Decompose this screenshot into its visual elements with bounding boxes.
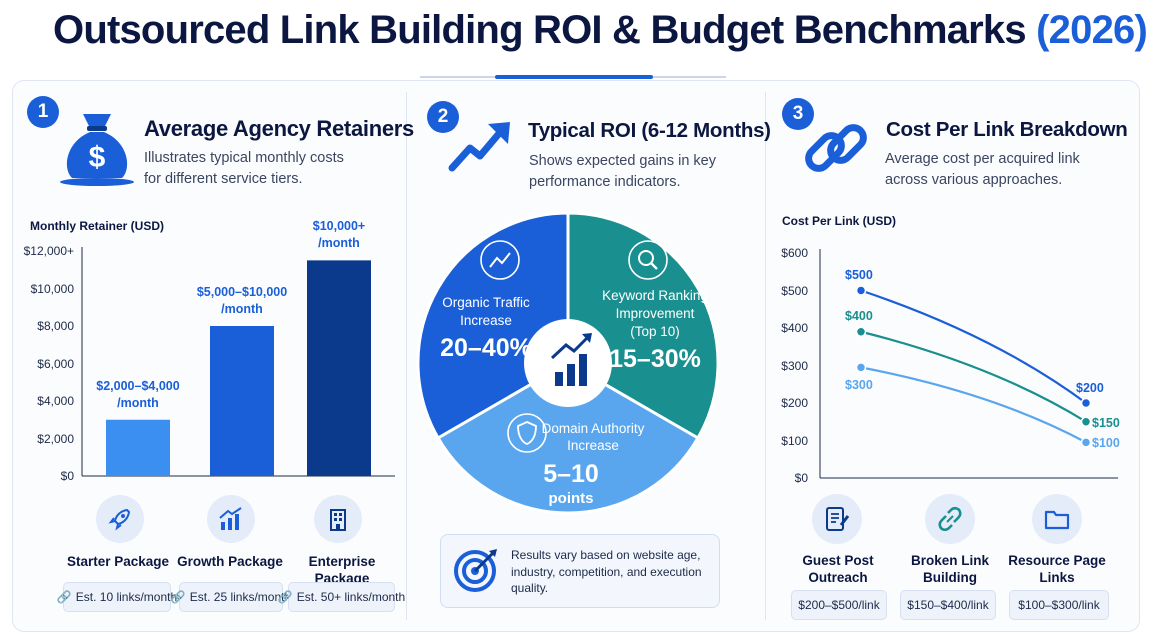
page-title: Outsourced Link Building ROI & Budget Be… bbox=[0, 8, 1152, 53]
link-icon: 🔗 bbox=[56, 590, 72, 604]
panel-divider bbox=[765, 92, 766, 620]
package-links-pill: 🔗 Est. 10 links/month bbox=[57, 582, 177, 612]
approach-name: Resource Page Links bbox=[1008, 553, 1106, 585]
panel-divider bbox=[406, 92, 407, 620]
bar-value-label: $10,000+/month bbox=[312, 219, 366, 251]
point-value-label: $200 bbox=[1076, 381, 1104, 395]
bar bbox=[210, 326, 274, 476]
roi-pie-chart bbox=[416, 211, 720, 515]
point-value-label: $400 bbox=[845, 308, 873, 323]
svg-text:$: $ bbox=[89, 141, 106, 174]
money-bag-icon: $ bbox=[60, 114, 134, 186]
segment-value-unit: points bbox=[548, 490, 594, 507]
panel-title: Average Agency Retainers bbox=[144, 116, 414, 141]
trend-arrow-icon bbox=[448, 122, 510, 172]
segment-label: Domain Authority Increase bbox=[541, 421, 645, 453]
point-value-label: $300 bbox=[845, 378, 873, 393]
y-tick-label: $4,000 bbox=[37, 394, 74, 408]
chain-link-icon bbox=[805, 124, 867, 172]
y-tick-label: $100 bbox=[781, 433, 808, 448]
y-tick-label: $400 bbox=[781, 321, 808, 335]
approach-name: Guest Post Outreach bbox=[802, 553, 874, 585]
series-line bbox=[860, 289, 1087, 404]
cost-per-link-line-chart bbox=[819, 249, 1118, 479]
title-main: Outsourced Link Building ROI & Budget Be… bbox=[53, 8, 1027, 52]
series-line bbox=[860, 330, 1087, 423]
bar-value-label: $5,000–$10,000/month bbox=[196, 285, 288, 316]
point-value-label: $500 bbox=[845, 267, 873, 282]
package-links-pill: 🔗 Est. 25 links/month bbox=[171, 582, 291, 612]
target-icon bbox=[454, 549, 497, 592]
bar bbox=[106, 419, 170, 476]
results-note: Results vary based on website age, indus… bbox=[440, 534, 720, 608]
broken-link-icon bbox=[925, 494, 975, 544]
panel-number: 3 bbox=[782, 98, 814, 130]
y-tick-label: $200 bbox=[781, 396, 808, 410]
y-tick-label: $2,000 bbox=[37, 431, 74, 446]
y-axis-title: Cost Per Link (USD) bbox=[782, 214, 897, 228]
series-line bbox=[860, 366, 1087, 444]
y-tick-label: $0 bbox=[794, 471, 808, 485]
bar bbox=[307, 260, 371, 476]
panel-description: Shows expected gains in key performance … bbox=[529, 153, 716, 190]
folder-icon bbox=[1032, 494, 1082, 544]
building-icon bbox=[314, 495, 362, 543]
y-axis-title: Monthly Retainer (USD) bbox=[30, 219, 165, 233]
panel-description: Average cost per acquired link across va… bbox=[885, 151, 1080, 188]
point-value-label: $100 bbox=[1092, 436, 1120, 451]
package-name: Starter Package bbox=[66, 554, 170, 569]
approach-price-pill: $100–$300/link bbox=[1009, 590, 1109, 620]
panel-title: Cost Per Link Breakdown bbox=[886, 118, 1128, 141]
panel-number: 1 bbox=[27, 96, 59, 128]
title-underline-accent bbox=[495, 75, 653, 79]
data-point bbox=[1080, 416, 1092, 427]
panel-number: 2 bbox=[427, 101, 459, 133]
package-links-pill: 🔗 Est. 50+ links/month bbox=[278, 582, 405, 612]
data-point bbox=[1080, 437, 1092, 448]
approach-name: Broken Link Building bbox=[910, 553, 989, 585]
bar-value-label: $2,000–$4,000/month bbox=[96, 378, 180, 410]
panel-title: Typical ROI (6-12 Months) bbox=[528, 119, 771, 142]
y-tick-label: $0 bbox=[60, 469, 74, 483]
shield-icon bbox=[507, 413, 547, 453]
point-value-label: $150 bbox=[1092, 415, 1120, 430]
y-tick-label: $600 bbox=[781, 246, 808, 260]
pie-slice bbox=[436, 361, 700, 515]
panel-description: Illustrates typical monthly costs for di… bbox=[144, 150, 344, 187]
data-point bbox=[1080, 397, 1092, 409]
data-point bbox=[855, 362, 867, 373]
results-note-text: Results vary based on website age, indus… bbox=[511, 548, 702, 595]
y-tick-label: $12,000+ bbox=[23, 244, 74, 258]
rocket-icon bbox=[96, 495, 144, 543]
approach-price-pill: $150–$400/link bbox=[900, 590, 996, 620]
approach-price-pill: $200–$500/link bbox=[791, 590, 887, 620]
segment-value: 5–10 bbox=[543, 460, 599, 488]
data-point bbox=[855, 326, 867, 337]
segment-value: 20–40% bbox=[440, 334, 532, 362]
growth-chart-icon bbox=[207, 495, 255, 543]
segment-label: Organic Traffic Increase bbox=[442, 295, 530, 328]
y-tick-label: $6,000 bbox=[37, 356, 74, 371]
segment-value: 15–30% bbox=[609, 345, 701, 373]
data-point bbox=[855, 285, 867, 296]
bar-chart-icon bbox=[550, 333, 592, 386]
package-name: Growth Package bbox=[177, 554, 283, 569]
trend-icon bbox=[480, 240, 520, 280]
magnifier-icon bbox=[628, 240, 668, 280]
y-tick-label: $8,000 bbox=[37, 319, 74, 333]
y-tick-label: $500 bbox=[781, 283, 808, 298]
y-tick-label: $10,000 bbox=[30, 281, 74, 296]
y-tick-label: $300 bbox=[781, 358, 808, 373]
retainer-bar-chart bbox=[81, 247, 395, 477]
segment-label: Keyword Ranking Improvement (Top 10) bbox=[602, 288, 708, 339]
link-icon: 🔗 bbox=[277, 590, 293, 604]
document-edit-icon bbox=[812, 494, 862, 544]
link-icon: 🔗 bbox=[170, 590, 186, 604]
title-year: (2026) bbox=[1036, 8, 1148, 52]
